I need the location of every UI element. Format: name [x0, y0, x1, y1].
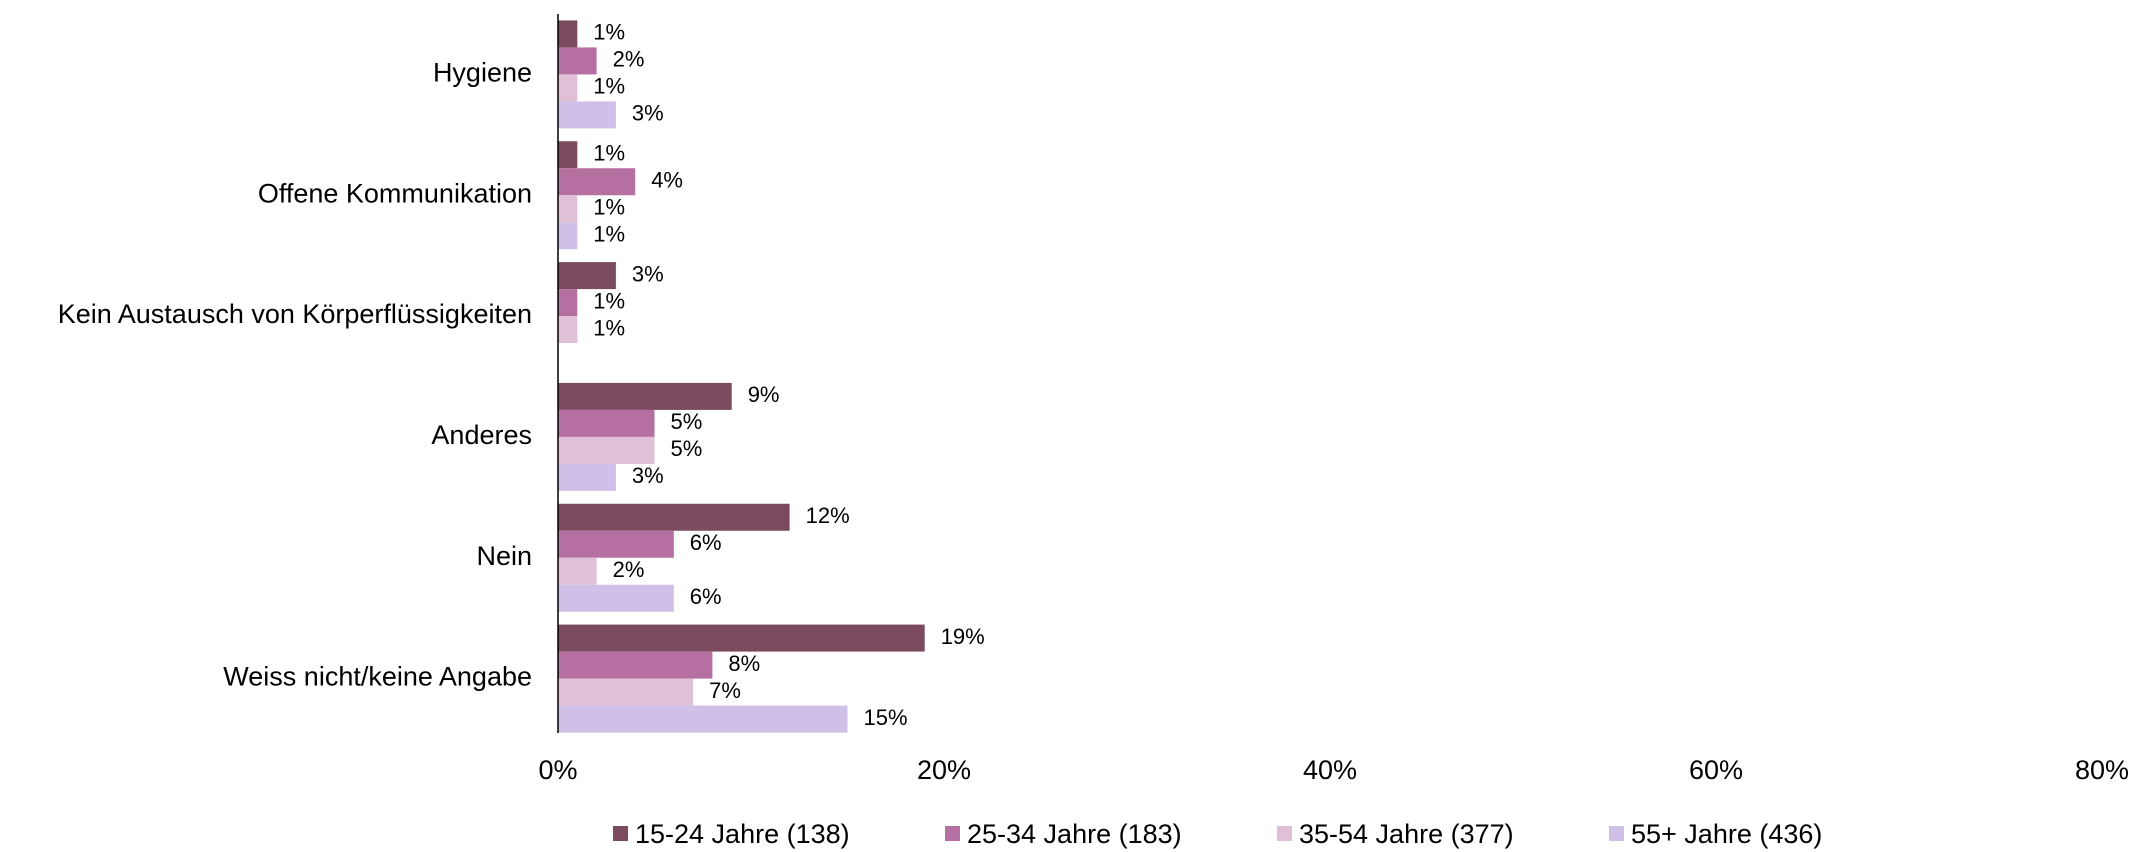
bar: [558, 289, 578, 317]
bar: [558, 101, 616, 129]
category-label: Weiss nicht/keine Angabe: [223, 662, 532, 692]
bar: [558, 195, 578, 223]
bar: [558, 47, 597, 75]
legend-swatch: [945, 826, 960, 841]
value-label: 1%: [593, 222, 625, 247]
legend-label: 35-54 Jahre (377): [1299, 819, 1514, 849]
bar: [558, 20, 578, 48]
legend-label: 55+ Jahre (436): [1631, 819, 1822, 849]
bar: [558, 409, 655, 437]
value-label: 2%: [613, 557, 645, 582]
bar: [558, 651, 713, 679]
bar: [558, 557, 597, 585]
value-label: 19%: [941, 624, 985, 649]
value-label: 5%: [671, 409, 703, 434]
legend-label: 15-24 Jahre (138): [635, 819, 850, 849]
x-tick-label: 80%: [2075, 755, 2129, 785]
legend-swatch: [1609, 826, 1624, 841]
bar: [558, 705, 848, 733]
bar: [558, 436, 655, 464]
category-label: Offene Kommunikation: [258, 178, 532, 208]
bar: [558, 503, 790, 531]
category-label: Hygiene: [433, 58, 532, 88]
bar: [558, 530, 674, 558]
bar: [558, 678, 694, 706]
value-label: 1%: [593, 74, 625, 99]
bar: [558, 463, 616, 491]
bar: [558, 584, 674, 612]
value-label: 6%: [690, 530, 722, 555]
value-label: 1%: [593, 141, 625, 166]
value-label: 12%: [806, 503, 850, 528]
bar: [558, 222, 578, 250]
value-label: 7%: [709, 678, 741, 703]
category-label: Nein: [476, 541, 532, 571]
legend-label: 25-34 Jahre (183): [967, 819, 1182, 849]
legend-swatch: [1277, 826, 1292, 841]
category-label: Kein Austausch von Körperflüssigkeiten: [58, 299, 532, 329]
x-tick-label: 0%: [538, 755, 577, 785]
value-label: 5%: [671, 436, 703, 461]
value-label: 3%: [632, 101, 664, 126]
value-label: 1%: [593, 315, 625, 340]
category-label: Anderes: [431, 420, 532, 450]
value-label: 4%: [651, 168, 683, 193]
bar: [558, 624, 925, 652]
x-tick-label: 40%: [1303, 755, 1357, 785]
x-tick-label: 60%: [1689, 755, 1743, 785]
value-label: 1%: [593, 20, 625, 45]
value-label: 1%: [593, 288, 625, 313]
bar: [558, 141, 578, 169]
value-label: 3%: [632, 463, 664, 488]
bar: [558, 262, 616, 290]
bar: [558, 168, 636, 196]
value-label: 2%: [613, 47, 645, 72]
value-label: 3%: [632, 261, 664, 286]
bar: [558, 316, 578, 344]
value-label: 1%: [593, 195, 625, 220]
bar: [558, 74, 578, 102]
value-label: 15%: [864, 705, 908, 730]
bar: [558, 382, 732, 410]
value-label: 8%: [728, 651, 760, 676]
value-label: 6%: [690, 584, 722, 609]
x-tick-label: 20%: [917, 755, 971, 785]
legend-swatch: [613, 826, 628, 841]
value-label: 9%: [748, 382, 780, 407]
